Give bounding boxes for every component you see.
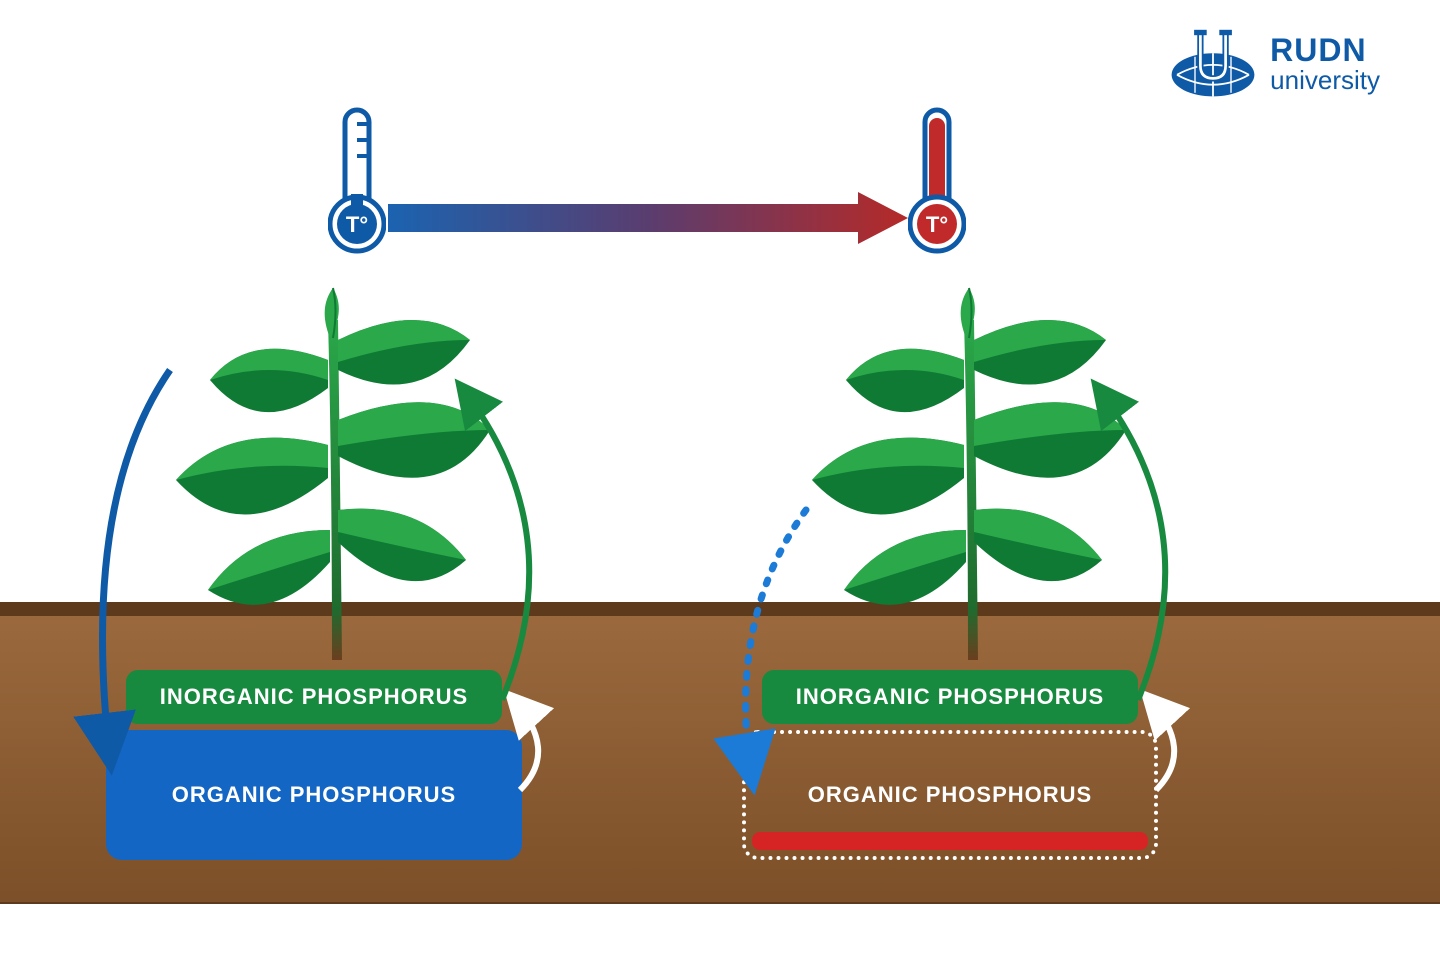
left-plant-to-organic-arrow xyxy=(70,360,190,780)
cold-thermometer-icon: T° xyxy=(328,104,386,256)
temperature-gradient-arrow xyxy=(388,192,908,250)
right-plant-to-organic-arrow-dashed xyxy=(706,500,826,800)
left-inorganic-to-plant-arrow xyxy=(442,370,582,710)
svg-text:T°: T° xyxy=(346,212,368,237)
rudn-logo-text: RUDN university xyxy=(1270,34,1380,95)
logo-subtitle: university xyxy=(1270,67,1380,94)
inorganic-left-label: INORGANIC PHOSPHORUS xyxy=(160,684,468,710)
svg-text:T°: T° xyxy=(926,212,948,237)
right-inorganic-to-plant-arrow xyxy=(1078,370,1218,710)
logo-title: RUDN xyxy=(1270,34,1380,68)
rudn-logo-icon xyxy=(1168,28,1258,100)
rudn-logo: RUDN university xyxy=(1168,28,1380,100)
organic-right-depletion-bar xyxy=(752,832,1148,850)
inorganic-right-label: INORGANIC PHOSPHORUS xyxy=(796,684,1104,710)
organic-left-label: ORGANIC PHOSPHORUS xyxy=(172,782,456,808)
hot-thermometer-icon: T° xyxy=(908,104,966,256)
